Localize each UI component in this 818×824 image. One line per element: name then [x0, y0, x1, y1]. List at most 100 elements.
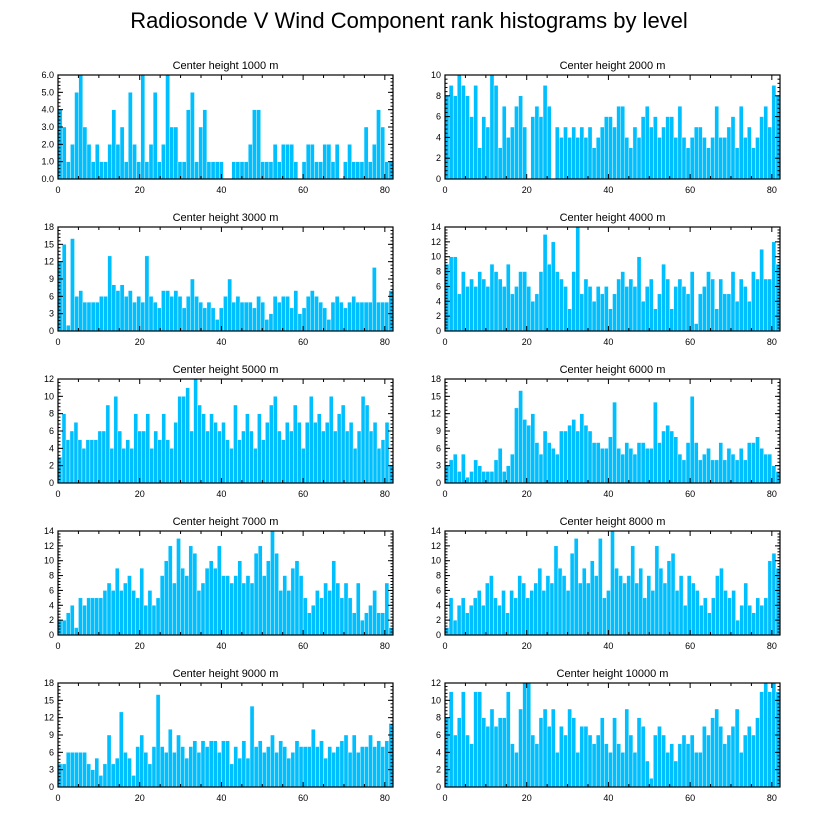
- bar: [161, 144, 166, 180]
- bar: [477, 271, 482, 332]
- bar: [602, 597, 607, 636]
- bar: [726, 293, 732, 332]
- bar: [376, 448, 382, 484]
- bar: [739, 605, 744, 636]
- bar: [565, 590, 571, 636]
- bar: [208, 560, 214, 636]
- bar: [575, 137, 581, 180]
- bar: [213, 422, 218, 484]
- bar: [530, 734, 536, 788]
- bar: [751, 147, 756, 180]
- bar: [698, 459, 703, 484]
- bar: [731, 590, 736, 636]
- bar: [546, 105, 552, 180]
- bar: [66, 325, 71, 332]
- bar: [771, 85, 777, 180]
- bar: [726, 448, 732, 484]
- bar: [99, 161, 104, 180]
- bar: [678, 575, 684, 636]
- bar: [93, 439, 99, 484]
- y-tick-label: 0: [436, 174, 441, 184]
- bar: [510, 453, 515, 484]
- bar: [326, 144, 332, 180]
- bar: [245, 413, 250, 484]
- bar: [245, 575, 251, 636]
- bar: [642, 597, 648, 636]
- bar: [161, 413, 166, 484]
- y-tick-label: 2: [49, 461, 54, 471]
- y-tick-label: 0: [436, 478, 441, 488]
- bar: [681, 459, 687, 484]
- y-tick-label: 6: [436, 112, 441, 122]
- bar: [351, 734, 357, 788]
- bar: [751, 612, 756, 636]
- bar: [351, 612, 357, 636]
- bar: [65, 612, 71, 636]
- bar: [177, 161, 183, 180]
- bar: [188, 746, 194, 788]
- y-tick-label: 0: [49, 478, 54, 488]
- bar: [604, 743, 609, 788]
- bar: [583, 425, 589, 484]
- bar: [714, 105, 719, 180]
- bar: [620, 453, 625, 484]
- bar: [360, 746, 365, 788]
- bar: [334, 144, 340, 180]
- bar: [249, 705, 255, 788]
- bar: [485, 582, 490, 636]
- x-tick-label: 80: [380, 641, 390, 651]
- bar: [102, 590, 108, 636]
- x-tick-label: 80: [767, 489, 777, 499]
- y-tick-label: 15: [431, 391, 441, 401]
- bar: [61, 619, 67, 636]
- bar: [591, 147, 597, 180]
- bar: [364, 746, 369, 788]
- bar: [534, 743, 540, 788]
- bar: [123, 752, 128, 788]
- bar: [157, 439, 162, 484]
- bar: [360, 619, 365, 636]
- bar: [555, 453, 560, 484]
- bar: [586, 582, 591, 636]
- x-tick-label: 0: [55, 337, 60, 347]
- bar: [294, 560, 300, 636]
- bar: [270, 734, 275, 788]
- bar: [233, 404, 238, 484]
- bar: [229, 582, 234, 636]
- bar: [514, 752, 519, 788]
- bar: [600, 717, 605, 788]
- bar: [747, 442, 752, 484]
- bar: [600, 126, 605, 180]
- x-tick-label: 0: [55, 489, 60, 499]
- bar: [289, 144, 294, 180]
- bar: [734, 147, 740, 180]
- bar: [505, 612, 510, 636]
- x-tick-label: 20: [522, 793, 532, 803]
- panel-title: Center height 9000 m: [173, 668, 279, 680]
- bar: [241, 740, 247, 788]
- y-tick-label: 5.0: [41, 87, 54, 97]
- bar: [227, 278, 232, 332]
- bar: [330, 161, 336, 180]
- bar: [249, 430, 254, 484]
- bar: [448, 459, 454, 484]
- bar: [590, 560, 595, 636]
- bar: [595, 734, 601, 788]
- bar: [372, 267, 377, 332]
- bar: [233, 746, 238, 788]
- bar: [311, 605, 316, 636]
- bar: [257, 545, 263, 636]
- bar: [301, 448, 306, 484]
- x-tick-label: 60: [685, 489, 695, 499]
- bar: [677, 278, 683, 332]
- bar: [90, 301, 96, 332]
- bar: [82, 752, 87, 788]
- y-tick-label: 10: [431, 70, 441, 80]
- bar: [253, 746, 259, 788]
- bar: [751, 734, 756, 788]
- bar: [298, 575, 304, 636]
- plot-frame: [444, 530, 781, 636]
- bar: [730, 116, 736, 180]
- y-tick-label: 2: [436, 765, 441, 775]
- y-tick-label: 6: [436, 443, 441, 453]
